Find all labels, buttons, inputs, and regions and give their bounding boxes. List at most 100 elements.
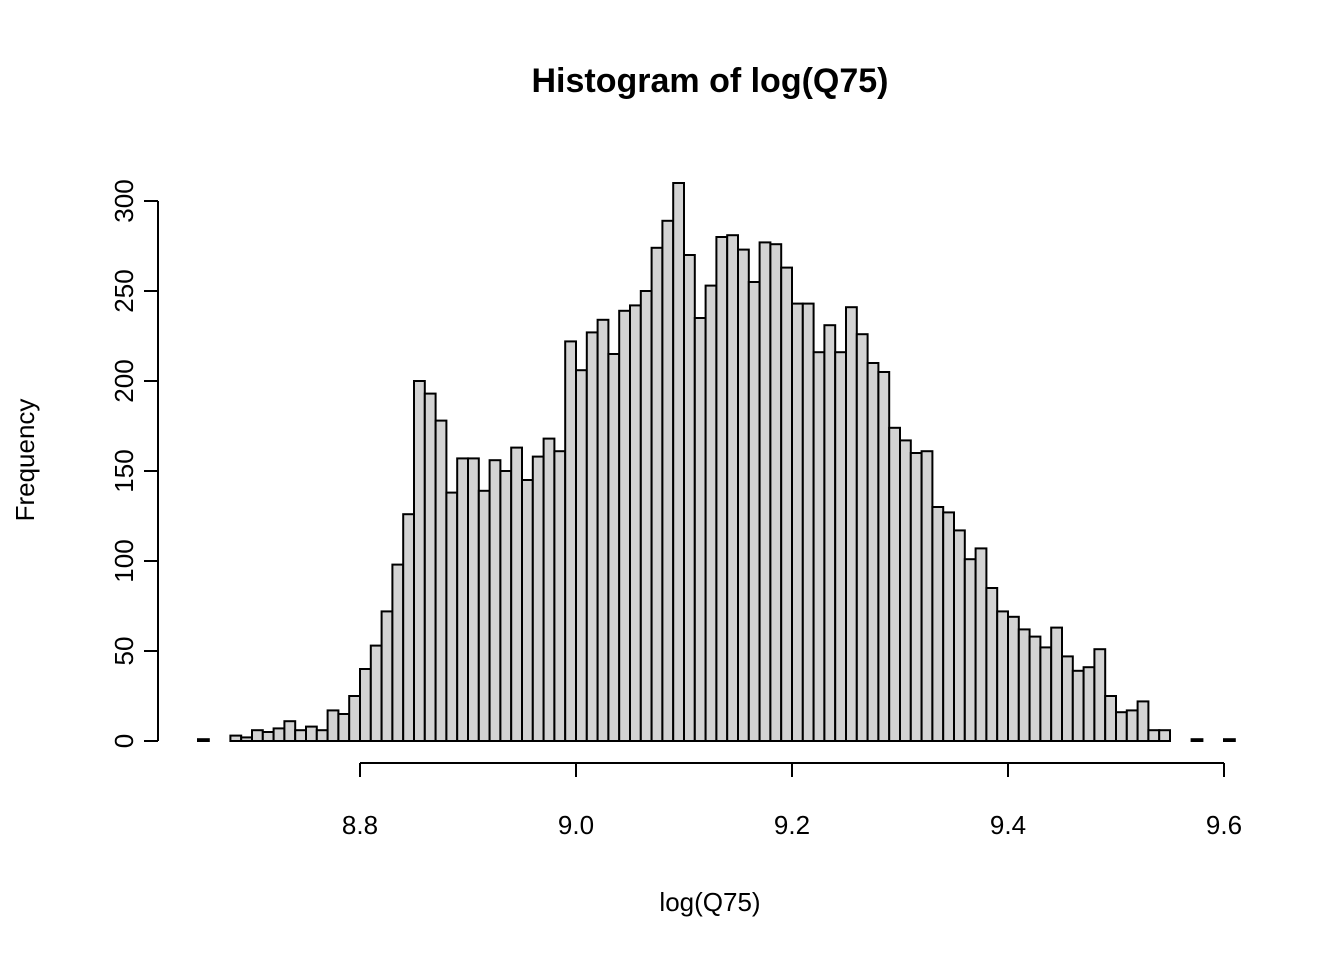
histogram-bar — [434, 419, 448, 742]
histogram-bar — [791, 302, 804, 742]
histogram-bar — [996, 610, 1010, 743]
histogram-bar — [661, 219, 675, 743]
histogram-bar — [510, 446, 524, 742]
histogram-bar — [240, 736, 253, 743]
histogram-bar — [877, 371, 891, 742]
histogram-bar — [942, 511, 956, 743]
histogram-bar — [229, 734, 243, 742]
histogram-bar — [542, 437, 556, 742]
histogram-bar — [402, 513, 416, 743]
x-axis-label: log(Q75) — [659, 887, 760, 917]
histogram-bar — [413, 380, 426, 742]
histogram-bar — [1125, 709, 1139, 743]
x-tick-label: 9.2 — [774, 810, 810, 840]
histogram-bar — [283, 720, 297, 743]
histogram-bar — [985, 587, 999, 742]
histogram-bar — [931, 506, 945, 742]
histogram-bar — [1147, 729, 1161, 743]
histogram-bar — [1093, 648, 1107, 743]
histogram-bar — [693, 317, 707, 742]
histogram-bar — [629, 304, 642, 742]
histogram-bar — [1082, 666, 1096, 743]
histogram-bar — [305, 725, 318, 742]
histogram-bar — [823, 324, 837, 742]
histogram-bar — [596, 318, 610, 742]
histogram-bar — [1028, 635, 1042, 742]
y-tick-label: 0 — [109, 734, 139, 748]
histogram-bar — [812, 351, 826, 742]
histogram-bar — [780, 266, 794, 742]
histogram-bar — [272, 727, 286, 743]
y-tick-label: 250 — [109, 269, 139, 312]
histogram-bar — [737, 248, 750, 742]
histogram-bar — [769, 243, 783, 742]
x-tick-label: 8.8 — [342, 810, 378, 840]
histogram-bar — [197, 738, 210, 743]
histogram-bar — [585, 331, 599, 742]
histogram-bar — [866, 362, 880, 742]
histogram-bar — [909, 452, 923, 742]
histogram-bar — [326, 709, 340, 743]
histogram-bar — [758, 241, 772, 742]
histogram-bar — [1190, 738, 1204, 743]
histogram-bar — [337, 713, 351, 742]
y-axis: 0 50 100 150 200 250 300 — [109, 179, 159, 748]
histogram-bar — [953, 529, 966, 743]
chart-title: Histogram of log(Q75) — [531, 62, 888, 100]
histogram-bar — [845, 306, 858, 742]
x-tick-label: 9.6 — [1206, 810, 1242, 840]
histogram-bar — [553, 450, 567, 742]
histogram-bar — [672, 182, 686, 742]
y-tick-label: 300 — [109, 179, 139, 222]
histogram-bar — [715, 236, 729, 742]
histogram-bar — [1223, 738, 1236, 743]
histogram-bar — [1061, 655, 1074, 743]
y-tick-label: 200 — [109, 359, 139, 402]
histogram-bar — [963, 558, 977, 743]
histogram-bar — [899, 439, 912, 742]
histogram-bar — [456, 457, 470, 742]
histogram-bar — [369, 644, 383, 742]
histogram-bar — [467, 457, 480, 742]
histogram-bar — [618, 309, 632, 742]
histogram-bar — [1017, 628, 1031, 743]
x-tick-label: 9.0 — [558, 810, 594, 840]
histogram-bar — [531, 455, 545, 742]
histogram-bar — [1158, 729, 1171, 743]
histogram-bar — [726, 234, 740, 742]
histogram-bar — [747, 281, 761, 742]
histogram-bar — [564, 340, 578, 742]
y-tick-label: 150 — [109, 449, 139, 492]
histogram-bar — [521, 479, 534, 742]
histogram-bar — [683, 254, 696, 742]
histogram-bar — [315, 729, 329, 743]
histogram-bar — [391, 563, 405, 742]
histogram-bar — [855, 333, 869, 742]
histogram-bar — [974, 547, 988, 743]
histogram-bar — [261, 731, 275, 742]
histogram-bar — [477, 489, 491, 742]
x-tick-label: 9.4 — [990, 810, 1026, 840]
histogram-bar — [704, 284, 718, 742]
histogram-bar — [499, 470, 513, 742]
histogram-bar — [1071, 669, 1085, 742]
histogram-bar — [445, 491, 459, 742]
histogram-bar — [575, 369, 588, 742]
histogram-bar — [294, 729, 308, 743]
y-tick-label: 50 — [109, 637, 139, 666]
histogram-bar — [920, 450, 934, 742]
histogram-bar — [834, 351, 848, 742]
histogram-bar — [1039, 646, 1053, 743]
histogram-bar — [1115, 711, 1128, 743]
histogram-bar — [801, 302, 815, 742]
histogram-bar — [348, 695, 362, 742]
histogram-bar — [650, 246, 664, 743]
x-axis: 8.8 9.0 9.2 9.4 9.6 — [342, 762, 1242, 840]
histogram-bar — [1050, 626, 1063, 742]
histogram-bar — [488, 459, 502, 742]
histogram-bar — [1136, 700, 1150, 743]
histogram-bar — [359, 668, 372, 742]
histogram-bar — [251, 729, 264, 743]
y-axis-label: Frequency — [10, 399, 40, 522]
